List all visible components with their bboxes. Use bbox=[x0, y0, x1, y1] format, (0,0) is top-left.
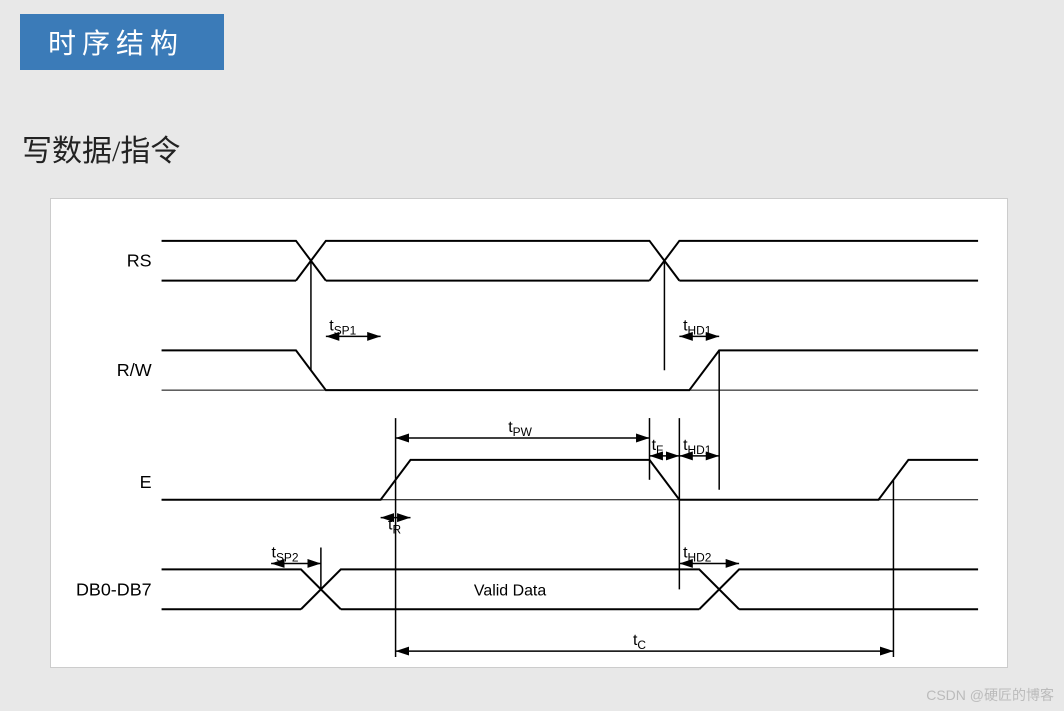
svg-text:RS: RS bbox=[127, 251, 152, 271]
svg-text:tSP2: tSP2 bbox=[272, 544, 299, 564]
timing-diagram: RS R/W E DB0-DB7 Valid Data tSP1 tHD1 tPW tF tHD1… bbox=[50, 198, 1008, 668]
title-box: 时序结构 bbox=[20, 14, 224, 70]
svg-text:tHD2: tHD2 bbox=[683, 544, 712, 564]
svg-text:tHD1: tHD1 bbox=[683, 437, 712, 457]
svg-text:tHD1: tHD1 bbox=[683, 317, 712, 337]
subtitle: 写数据/指令 bbox=[22, 126, 180, 170]
watermark: CSDN @硬匠的博客 bbox=[926, 685, 1054, 705]
svg-text:DB0-DB7: DB0-DB7 bbox=[76, 579, 152, 599]
svg-text:tSP1: tSP1 bbox=[329, 317, 356, 337]
subtitle-text: 写数据/指令 bbox=[22, 135, 180, 168]
watermark-text: CSDN @硬匠的博客 bbox=[926, 687, 1054, 703]
svg-text:tPW: tPW bbox=[508, 419, 532, 439]
svg-text:Valid Data: Valid Data bbox=[474, 582, 546, 599]
title-text: 时序结构 bbox=[48, 29, 184, 60]
svg-text:tC: tC bbox=[633, 632, 646, 652]
svg-text:tF: tF bbox=[652, 437, 664, 457]
svg-text:E: E bbox=[140, 472, 152, 492]
svg-text:R/W: R/W bbox=[117, 360, 152, 380]
svg-text:tR: tR bbox=[388, 517, 401, 537]
